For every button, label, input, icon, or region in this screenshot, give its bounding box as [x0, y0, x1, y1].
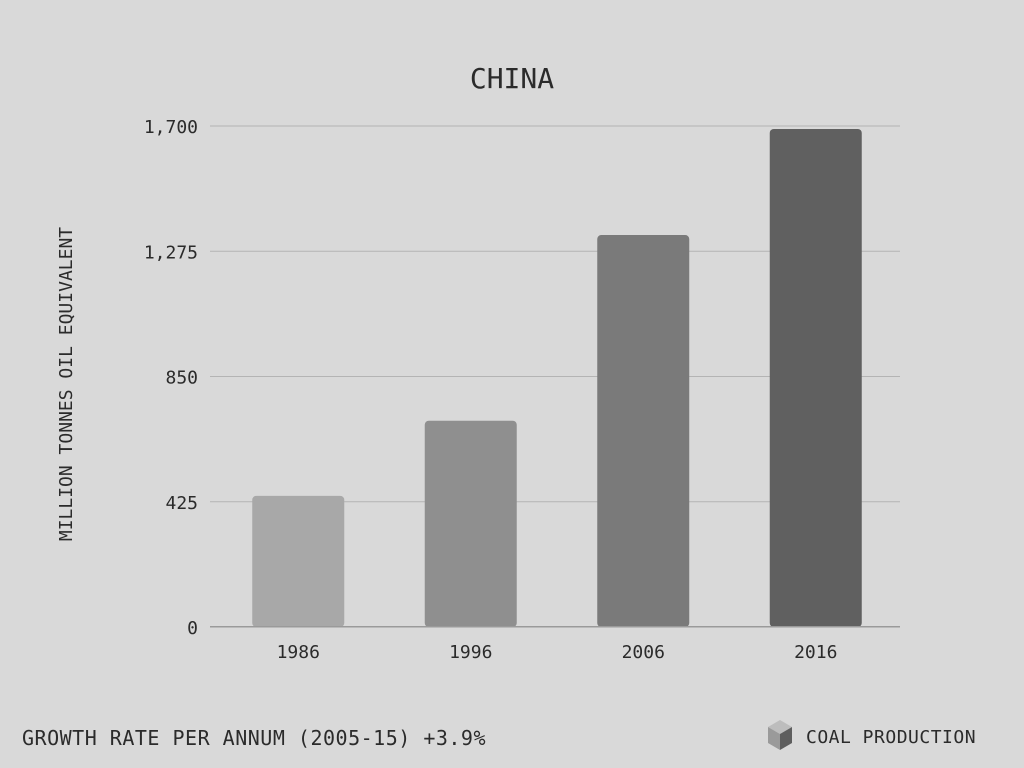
x-tick-label: 1996: [449, 642, 492, 663]
bar-2006: [597, 235, 690, 627]
y-tick-label: 1,275: [144, 242, 198, 263]
x-tick-label: 2016: [794, 642, 837, 663]
cube-icon: [766, 718, 794, 756]
bar-2016: [769, 128, 862, 627]
chart-title: CHINA: [470, 62, 554, 95]
x-tick-label: 1986: [277, 642, 320, 663]
growth-rate-text: GROWTH RATE PER ANNUM (2005-15) +3.9%: [22, 726, 487, 750]
y-tick-label: 0: [187, 618, 198, 639]
x-tick-label: 2006: [622, 642, 665, 663]
bar-1996: [424, 420, 517, 627]
y-axis-label: MILLION TONNES OIL EQUIVALENT: [56, 227, 77, 541]
legend-label: COAL PRODUCTION: [806, 726, 977, 748]
x-tick-labels: 1986 1996 2006 2016: [277, 642, 838, 663]
x-axis-baseline: [210, 626, 900, 627]
legend: COAL PRODUCTION: [766, 718, 976, 756]
bar-1986: [252, 495, 345, 627]
y-tick-label: 1,700: [144, 117, 198, 138]
y-tick-label: 850: [165, 368, 198, 389]
bars: [210, 128, 900, 627]
y-tick-label: 425: [165, 493, 198, 514]
y-tick-labels: 0 425 850 1,275 1,700: [144, 117, 198, 639]
